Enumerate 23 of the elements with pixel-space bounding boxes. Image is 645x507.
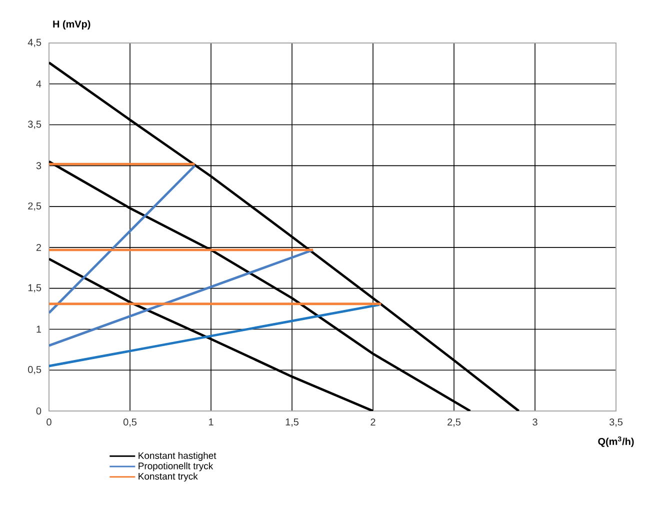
y-tick-label: 3,5 — [28, 120, 42, 129]
x-tick-label: 0,5 — [123, 418, 137, 427]
x-tick-label: 1,5 — [286, 418, 299, 427]
x-axis-title: Q(m$^{3}$/h) — [598, 436, 634, 447]
y-tick-label: 4,5 — [28, 38, 42, 48]
y-tick-label: 4 — [36, 80, 42, 88]
y-tick-label: 1 — [36, 326, 42, 333]
legend-label: Propotionellt tryck — [138, 462, 214, 472]
y-tick-label: 2 — [36, 244, 41, 251]
y-tick-label: 2,5 — [28, 202, 42, 211]
y-axis-title: H (mVp) — [53, 20, 90, 30]
x-tick-label: 0 — [46, 418, 52, 426]
x-tick-label: 1 — [209, 418, 214, 426]
legend-label: Konstant hastighet — [138, 452, 216, 461]
x-tick-label: 3 — [532, 418, 538, 426]
y-tick-label: 0,5 — [28, 366, 42, 374]
legend-label: Konstant tryck — [138, 472, 198, 482]
y-tick-label: 1,5 — [28, 284, 42, 292]
x-tick-label: 2 — [370, 418, 376, 426]
y-tick-label: 0 — [36, 407, 42, 415]
x-tick-label: 2,5 — [448, 418, 461, 427]
x-tick-label: 3,5 — [609, 418, 623, 427]
y-tick-label: 3 — [36, 162, 42, 170]
